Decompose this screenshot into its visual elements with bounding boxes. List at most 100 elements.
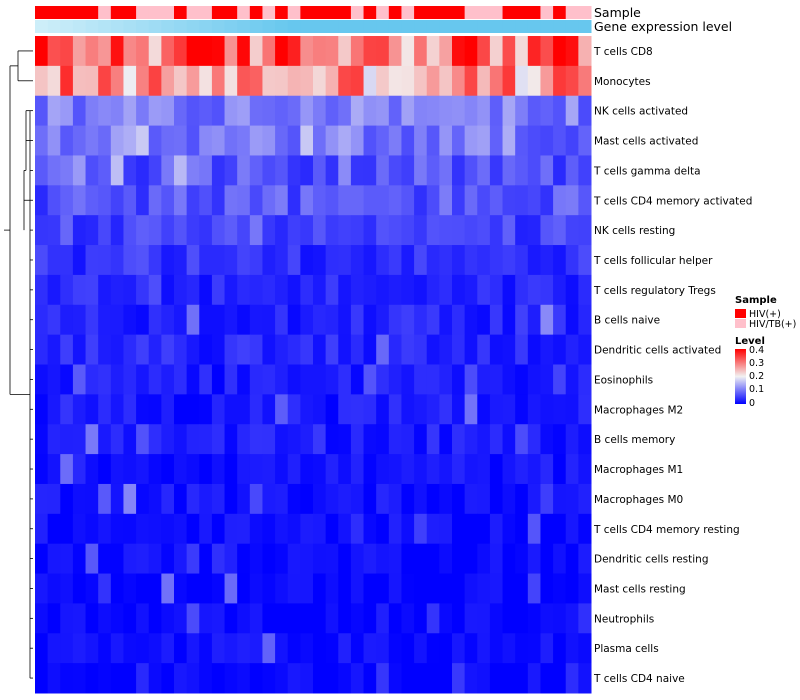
heatmap-cell xyxy=(174,633,188,664)
heatmap-cell xyxy=(199,573,213,604)
expression-annotation-cell xyxy=(211,20,226,33)
heatmap-cell xyxy=(174,364,188,395)
heatmap-cell xyxy=(527,364,541,395)
heatmap-cell xyxy=(211,483,226,515)
heatmap-cell xyxy=(578,334,592,365)
heatmap-cell xyxy=(262,483,276,515)
heatmap-cell xyxy=(237,245,251,276)
expression-annotation-cell xyxy=(199,20,213,33)
row-label: T cells follicular helper xyxy=(593,255,713,267)
heatmap-cell xyxy=(98,95,112,127)
heatmap-cell xyxy=(300,394,314,425)
heatmap-cell xyxy=(110,185,124,216)
heatmap-cell xyxy=(300,36,314,67)
heatmap-cell xyxy=(148,95,162,127)
heatmap-cell xyxy=(489,663,504,694)
heatmap-cell xyxy=(199,155,213,186)
expression-annotation-cell xyxy=(287,20,301,33)
expression-annotation-cell xyxy=(85,20,99,33)
heatmap-cell xyxy=(414,155,428,186)
heatmap-cell xyxy=(502,513,516,545)
heatmap-cell xyxy=(98,424,112,455)
heatmap-cell xyxy=(275,483,289,515)
heatmap-cell xyxy=(578,245,592,276)
row-label: Mast cells resting xyxy=(594,583,686,595)
heatmap-cell xyxy=(464,663,478,694)
heatmap-cell xyxy=(211,65,226,97)
heatmap-cell xyxy=(338,334,352,365)
heatmap-cell xyxy=(376,513,390,545)
heatmap-cell xyxy=(224,454,238,485)
row-label: T cells regulatory Tregs xyxy=(593,285,716,297)
heatmap-cell xyxy=(553,185,567,216)
heatmap-cell xyxy=(350,424,365,455)
heatmap-cell xyxy=(98,304,112,336)
heatmap-cell xyxy=(237,334,251,365)
legend-tick-0.3: 0.3 xyxy=(749,358,764,369)
heatmap-cell xyxy=(275,394,289,425)
heatmap-cell xyxy=(300,424,314,455)
heatmap-cell xyxy=(452,36,466,67)
heatmap-cell xyxy=(60,36,74,67)
heatmap-cell xyxy=(262,334,276,365)
heatmap-cell xyxy=(186,215,200,246)
heatmap-cell xyxy=(578,633,592,664)
heatmap-cell xyxy=(237,483,251,515)
row-label: Macrophages M0 xyxy=(594,494,683,506)
heatmap-cell xyxy=(136,633,150,664)
heatmap-cell xyxy=(414,65,428,97)
heatmap-cell xyxy=(275,633,289,664)
heatmap-cell xyxy=(123,215,137,246)
heatmap-cell xyxy=(540,215,554,246)
heatmap-cell xyxy=(553,663,567,694)
heatmap-cell xyxy=(565,364,579,395)
heatmap-cell xyxy=(426,424,440,455)
heatmap-cell xyxy=(553,65,567,97)
heatmap-cell xyxy=(363,454,377,485)
heatmap-cell xyxy=(439,513,453,545)
expression-annotation-cell xyxy=(540,20,554,33)
heatmap-cell xyxy=(186,454,200,485)
heatmap-cell xyxy=(350,125,365,156)
heatmap-cell xyxy=(578,364,592,395)
heatmap-cell xyxy=(578,95,592,127)
heatmap-cell xyxy=(300,483,314,515)
heatmap-cell xyxy=(199,424,213,455)
heatmap-cell xyxy=(401,513,415,545)
row-label: T cells gamma delta xyxy=(593,165,701,177)
heatmap-cell xyxy=(350,454,365,485)
sample-annotation-cell xyxy=(249,6,263,19)
heatmap-cell xyxy=(174,603,188,634)
heatmap-cell xyxy=(224,274,238,306)
heatmap-cell xyxy=(98,633,112,664)
heatmap-cell xyxy=(161,364,175,395)
heatmap-cell xyxy=(35,394,49,425)
heatmap-cell xyxy=(72,274,87,306)
heatmap-cell xyxy=(376,304,390,336)
heatmap-cell xyxy=(426,95,440,127)
heatmap-cell xyxy=(388,155,402,186)
heatmap-cell xyxy=(72,633,87,664)
heatmap-cell xyxy=(452,304,466,336)
heatmap-cell xyxy=(148,245,162,276)
heatmap-cell xyxy=(275,65,289,97)
heatmap-cell xyxy=(72,245,87,276)
heatmap-cell xyxy=(211,513,226,545)
row-label: Eosinophils xyxy=(594,374,653,386)
heatmap-cell xyxy=(123,185,137,216)
sample-annotation-cell xyxy=(123,6,137,19)
heatmap-cell xyxy=(338,663,352,694)
heatmap-cell xyxy=(186,663,200,694)
heatmap-cell xyxy=(35,245,49,276)
heatmap-cell xyxy=(452,185,466,216)
row-label: B cells naive xyxy=(594,315,660,327)
heatmap-cell xyxy=(338,573,352,604)
heatmap-cell xyxy=(401,334,415,365)
heatmap-cell xyxy=(161,454,175,485)
heatmap-cell xyxy=(540,95,554,127)
sample-annotation-cell xyxy=(376,6,390,19)
expression-annotation-cell xyxy=(515,20,529,33)
heatmap-cell xyxy=(452,603,466,634)
heatmap-cell xyxy=(565,543,579,575)
heatmap-cell xyxy=(300,603,314,634)
